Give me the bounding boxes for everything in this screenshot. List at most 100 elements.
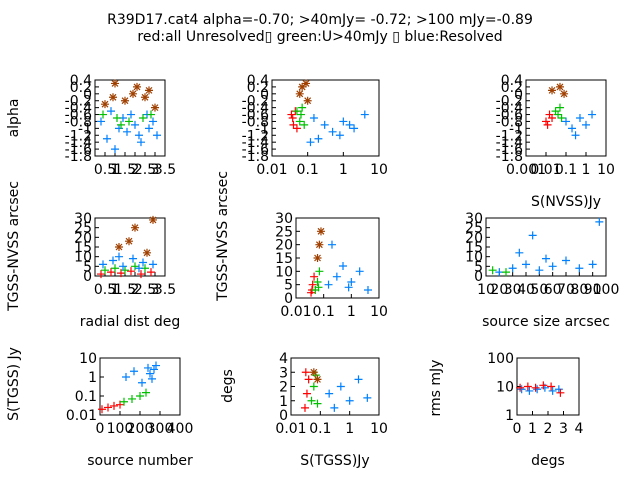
data-point-blue <box>562 256 570 265</box>
data-point-green <box>142 388 150 397</box>
y-tick-label: 10 <box>74 250 92 266</box>
x-tick-label: 2 <box>544 421 553 437</box>
data-point-blue <box>533 385 542 394</box>
data-point-blue <box>522 260 530 269</box>
data-point-green <box>117 120 125 129</box>
y-tick-label: -0.8 <box>65 114 92 130</box>
data-point-green <box>488 266 497 275</box>
x-tick-label: 10 <box>597 162 615 178</box>
y-tick-label: 25 <box>275 224 293 240</box>
y-tick-label: -0.2 <box>65 94 92 110</box>
x-tick-label: 0.01 <box>256 162 287 178</box>
data-point-red <box>308 280 317 289</box>
y-tick-label: 1 <box>505 408 514 424</box>
x-tick-label: 1.5 <box>114 282 136 298</box>
data-point-red <box>543 120 552 129</box>
panel-2: 0.01 0.1 1 10 -1.8-1.6-1.4-1.2-1-0.8-0.6-0.4… <box>242 73 388 178</box>
data-point-blue <box>325 389 334 398</box>
y-tick-label: -1.6 <box>496 142 523 158</box>
x-tick-label: 4 <box>575 421 584 437</box>
data-point-blue <box>115 124 123 133</box>
data-point-blue <box>568 124 577 133</box>
data-point-star <box>310 368 318 376</box>
data-point-blue <box>309 114 318 122</box>
data-point-star <box>314 254 321 262</box>
y-tick-label: 0 <box>83 269 92 285</box>
x-tick-label: 0.01 <box>280 304 311 320</box>
data-point-red <box>98 405 106 414</box>
data-point-blue <box>130 367 138 376</box>
data-point-star <box>296 90 304 98</box>
data-point-green <box>309 382 318 391</box>
y-tick-label: 0 <box>279 408 288 424</box>
x-tick-label: 2 <box>131 162 140 178</box>
x-tick-label: 1 <box>347 304 356 320</box>
data-point-blue <box>345 396 354 405</box>
y-axis-label: TGSS-NVSS arcsec <box>6 181 22 312</box>
y-tick-label: -1 <box>255 121 269 137</box>
x-tick-label: 10 <box>370 162 388 178</box>
data-point-green <box>120 397 128 406</box>
data-point-blue <box>320 120 329 129</box>
y-tick-label: 5 <box>83 259 92 275</box>
data-point-red <box>137 270 145 279</box>
y-tick-label: 15 <box>74 240 92 256</box>
data-point-red <box>304 375 313 384</box>
data-point-red <box>542 117 550 126</box>
data-point-blue <box>582 120 590 129</box>
x-tick-label: 0 <box>96 421 105 437</box>
data-point-red <box>127 267 135 276</box>
y-tick-label: -0.8 <box>496 114 523 130</box>
y-tick-label: 15 <box>275 251 293 267</box>
x-tick-label: 0.5 <box>94 282 116 298</box>
data-point-green <box>125 117 133 126</box>
data-point-green <box>313 278 322 286</box>
plot-frame <box>271 79 380 157</box>
data-point-blue <box>517 385 526 394</box>
data-point-star <box>304 97 312 105</box>
data-point-blue <box>150 365 158 374</box>
data-point-blue <box>149 260 157 269</box>
x-tick-label: 0.1 <box>555 162 577 178</box>
data-point-blue <box>327 240 336 249</box>
data-point-blue <box>324 280 333 289</box>
y-tick-label: -0.4 <box>65 101 92 117</box>
data-point-blue <box>335 131 344 140</box>
data-point-star <box>149 216 157 224</box>
y-tick-label: -0.4 <box>496 101 523 117</box>
data-point-green <box>313 399 322 408</box>
x-tick-label: 400 <box>167 421 194 437</box>
x-tick-label: 0.01 <box>275 421 306 437</box>
y-tick-label: -1 <box>78 121 92 137</box>
data-point-blue <box>144 363 152 372</box>
y-tick-label: 10 <box>465 250 483 266</box>
x-tick-label: 1 <box>528 421 537 437</box>
y-axis-label: S(TGSS) Jy <box>6 347 22 421</box>
x-tick-label: 3 <box>559 421 568 437</box>
y-tick-label: 0.01 <box>66 408 97 424</box>
data-point-star <box>121 97 129 105</box>
y-tick-label: -1.8 <box>242 149 269 165</box>
data-point-blue <box>350 124 359 133</box>
data-point-star <box>111 80 119 87</box>
data-point-blue <box>525 386 534 395</box>
data-point-green <box>292 107 301 116</box>
y-tick-label: 5 <box>284 278 293 294</box>
data-point-green <box>101 266 109 275</box>
data-point-star <box>145 86 153 94</box>
data-point-red <box>300 403 309 412</box>
x-tick-label: 1 <box>582 162 591 178</box>
data-point-blue <box>123 127 131 136</box>
data-point-green <box>295 117 304 126</box>
data-point-green <box>296 110 305 119</box>
data-point-red <box>289 120 298 129</box>
x-tick-label: 1 <box>339 162 348 178</box>
data-point-blue <box>339 262 348 270</box>
data-point-star <box>101 100 109 108</box>
y-tick-label: -1.8 <box>496 149 523 165</box>
x-axis-label: S(TGSS)Jy <box>300 453 369 469</box>
